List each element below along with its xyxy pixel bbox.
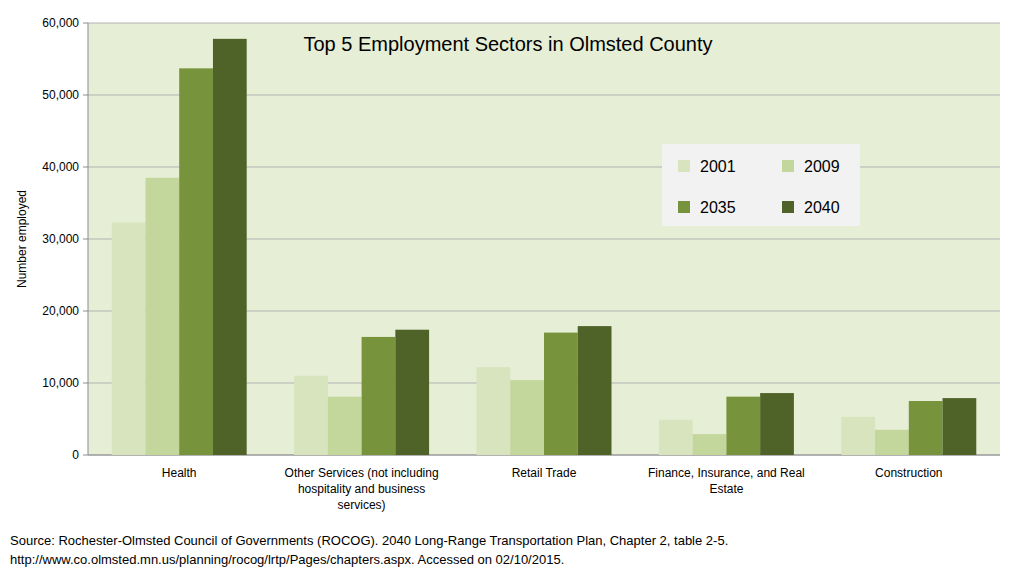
y-tick <box>83 23 88 24</box>
x-tick-label: Other Services (not including hospitality… <box>285 466 439 512</box>
y-tick-label: 40,000 <box>42 160 79 174</box>
x-tick-label-line: Estate <box>709 482 743 496</box>
bar <box>112 222 146 455</box>
legend-swatch <box>678 160 690 172</box>
y-tick-label: 30,000 <box>42 232 79 246</box>
bar <box>510 380 544 455</box>
chart: 0 10,000 20,000 30,000 40,000 50,000 60,000 Hea… <box>0 0 1024 576</box>
x-tick-label: Health <box>162 466 197 480</box>
x-tick-label-line: Construction <box>875 466 942 480</box>
y-tick <box>83 455 88 456</box>
bar <box>213 39 247 455</box>
x-tick-label: Construction <box>875 466 942 480</box>
x-tick-label-line: hospitality and business <box>298 482 425 496</box>
legend-label: 2035 <box>700 199 736 216</box>
y-tick <box>83 167 88 168</box>
x-tick-label: Finance, Insurance, and Real Estate <box>648 466 805 496</box>
source-note: http://www.co.olmsted.mn.us/planning/roc… <box>10 552 564 567</box>
x-tick-label-line: Health <box>162 466 197 480</box>
bar <box>294 376 328 455</box>
plot-area <box>88 23 1000 455</box>
bar <box>760 393 794 455</box>
y-tick <box>83 239 88 240</box>
bar <box>659 420 693 455</box>
legend-box <box>662 144 860 226</box>
x-tick-label-line: Finance, Insurance, and Real <box>648 466 805 480</box>
y-tick-label: 50,000 <box>42 88 79 102</box>
y-tick <box>83 95 88 96</box>
source-note: Source: Rochester-Olmsted Council of Gov… <box>10 533 728 548</box>
x-tick-label-line: Other Services (not including <box>285 466 439 480</box>
bar <box>875 430 909 455</box>
bar <box>145 178 179 455</box>
bar <box>544 333 578 455</box>
legend-swatch <box>782 201 794 213</box>
x-tick-label-line: Retail Trade <box>512 466 577 480</box>
grid-line <box>88 23 1000 24</box>
bar <box>395 330 429 455</box>
title: Top 5 Employment Sectors in Olmsted Coun… <box>303 33 712 55</box>
x-tick-label: Retail Trade <box>512 466 577 480</box>
y-tick-label: 60,000 <box>42 16 79 30</box>
bar <box>726 397 760 455</box>
bar <box>362 337 396 455</box>
legend-label: 2001 <box>700 158 736 175</box>
bar <box>179 68 213 455</box>
y-axis-label: Number employed <box>15 190 29 288</box>
y-tick-label: 0 <box>72 448 79 462</box>
y-tick <box>83 383 88 384</box>
legend-label: 2040 <box>804 199 840 216</box>
bars <box>112 39 977 455</box>
bar <box>909 401 943 455</box>
x-tick-label-line: services) <box>338 498 386 512</box>
bar <box>943 398 977 455</box>
bar <box>328 397 362 455</box>
bar <box>477 367 511 455</box>
y-tick <box>83 311 88 312</box>
bar <box>841 417 875 455</box>
y-tick-label: 10,000 <box>42 376 79 390</box>
legend-swatch <box>782 160 794 172</box>
y-tick-label: 20,000 <box>42 304 79 318</box>
bar <box>693 434 727 455</box>
y-axis <box>88 23 89 455</box>
legend-label: 2009 <box>804 158 840 175</box>
legend-swatch <box>678 201 690 213</box>
legend: 2001 2009 2035 2040 <box>662 144 860 226</box>
bar <box>578 326 612 455</box>
